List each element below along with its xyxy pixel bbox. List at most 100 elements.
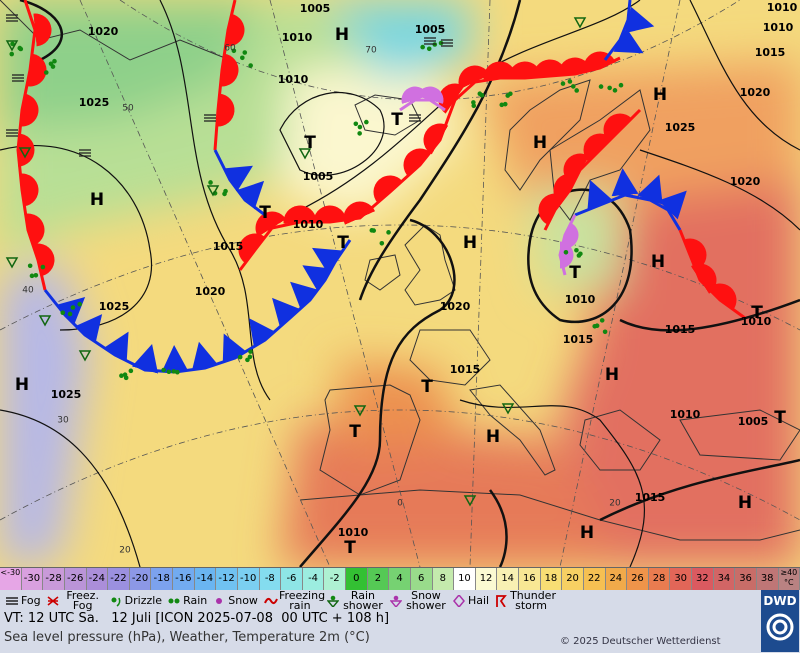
rain-symbol xyxy=(119,373,124,378)
rain-symbol xyxy=(592,323,598,329)
isobar-label: 1020 xyxy=(88,25,119,38)
scale-cell: -4 xyxy=(302,568,325,590)
symbol-label: Fog xyxy=(21,594,41,607)
scale-cell: -6 xyxy=(281,568,303,590)
pressure-center: H xyxy=(463,233,477,253)
pressure-center: H xyxy=(335,25,349,45)
pressure-center: T xyxy=(751,303,763,323)
shower-symbol xyxy=(206,185,220,197)
rain-symbol xyxy=(248,349,253,354)
rain-symbol xyxy=(563,249,569,255)
symbol-label: Freezing rain xyxy=(278,589,326,612)
map-description: Sea level pressure (hPa), Weather, Tempe… xyxy=(4,630,370,645)
scale-cell: 6 xyxy=(410,568,433,590)
rain-symbol xyxy=(369,228,375,233)
rain-symbol xyxy=(502,101,508,107)
shower-symbol xyxy=(501,403,515,415)
symbol-label: Snow shower xyxy=(406,589,446,612)
symbol-icon-part xyxy=(216,598,223,604)
copyright: © 2025 Deutscher Wetterdienst xyxy=(560,636,721,647)
rain-symbol xyxy=(574,88,579,93)
rain-symbol xyxy=(248,63,253,68)
symbol-icon-part xyxy=(389,595,403,609)
rain-symbol xyxy=(420,44,425,50)
rain-symbol xyxy=(27,263,33,269)
scale-cell: 16 xyxy=(519,568,541,590)
symbol-legend-item: Fog xyxy=(0,590,41,612)
scale-cell: -8 xyxy=(259,568,282,590)
rain-symbol xyxy=(499,102,505,108)
isobar-label: 1010 xyxy=(278,73,309,86)
scale-cell: 8 xyxy=(432,568,455,590)
pressure-center: T xyxy=(337,233,349,253)
symbol-legend: Fog Freez. Fog Drizzle Rain Snow Freezing rai… xyxy=(0,590,760,612)
isobar-label: 1015 xyxy=(450,363,481,376)
scale-cell: 4 xyxy=(389,568,411,590)
isobar-label: 1015 xyxy=(755,46,786,59)
symbol-icon-part xyxy=(116,597,121,607)
rain-symbol xyxy=(379,240,385,246)
rain-symbol xyxy=(574,247,579,253)
rain-symbol xyxy=(161,367,166,373)
scale-cell: 20 xyxy=(562,568,584,590)
symbol-icon-part xyxy=(174,598,180,604)
pressure-center: T xyxy=(391,110,403,130)
isobar-label: 1005 xyxy=(415,23,446,36)
rain-symbol xyxy=(567,79,573,84)
symbol-icon xyxy=(6,595,18,607)
rain-symbol xyxy=(508,91,513,97)
rain-symbol xyxy=(247,354,253,360)
symbol-label: Hail xyxy=(467,594,490,607)
weather-map: H H H H H H H H H H H T T T T T T T T T T 1005 1010 1005 1020 101… xyxy=(0,0,800,567)
scale-cell: ≥40 °C xyxy=(778,568,800,590)
symbol-legend-item: Drizzle xyxy=(104,590,162,612)
rain-symbol xyxy=(171,369,177,374)
scale-cell: -12 xyxy=(216,568,238,590)
pressure-center: T xyxy=(344,538,356,558)
isobar-label: 1010 xyxy=(338,526,369,539)
isobar-label: 1015 xyxy=(665,323,696,336)
scale-cell: 18 xyxy=(540,568,563,590)
weather-symbols xyxy=(5,14,624,507)
symbol-legend-item: Rain xyxy=(162,590,207,612)
isobar-label: 1010 xyxy=(670,408,701,421)
symbol-icon-part xyxy=(111,597,121,607)
pressure-center: H xyxy=(651,252,665,272)
isobar-label: 1020 xyxy=(740,86,771,99)
scale-cell: -16 xyxy=(173,568,195,590)
symbol-icon-part xyxy=(264,597,278,605)
pressure-center: H xyxy=(533,133,547,153)
symbol-icon-part xyxy=(452,593,465,609)
symbol-legend-item: Freezing rain xyxy=(258,589,326,612)
symbol-icon-part xyxy=(216,598,223,604)
symbol-icon-part xyxy=(452,593,465,609)
symbol-icon-part xyxy=(393,595,399,601)
shower-symbol xyxy=(5,257,19,269)
isobar-label: 1025 xyxy=(665,121,696,134)
symbol-label: Rain shower xyxy=(343,589,383,612)
temperature-label: 50 xyxy=(122,104,134,114)
scale-cell: 2 xyxy=(367,568,390,590)
rain-symbol xyxy=(602,329,608,335)
scale-cell: -18 xyxy=(151,568,173,590)
scale-cell: -20 xyxy=(129,568,152,590)
scale-cell: 14 xyxy=(497,568,519,590)
pressure-center: T xyxy=(421,377,433,397)
symbol-label: Thunder storm xyxy=(510,589,556,612)
scale-cell: 36 xyxy=(735,568,757,590)
scale-cell: -14 xyxy=(194,568,217,590)
symbol-icon-part xyxy=(496,595,507,608)
symbol-legend-item: Thunder storm xyxy=(489,589,556,612)
rain-symbol xyxy=(607,85,612,91)
rain-symbol xyxy=(231,48,237,54)
pressure-center: H xyxy=(738,493,752,513)
symbol-legend-item: Snow shower xyxy=(384,590,447,612)
rain-symbol xyxy=(67,311,73,317)
symbol-icon xyxy=(213,595,225,607)
scale-cell: -26 xyxy=(64,568,87,590)
isobar-label: 1020 xyxy=(730,175,761,188)
isobar-label: 1010 xyxy=(763,21,794,34)
symbol-icon-part xyxy=(168,598,174,604)
symbol-icon xyxy=(47,595,59,607)
